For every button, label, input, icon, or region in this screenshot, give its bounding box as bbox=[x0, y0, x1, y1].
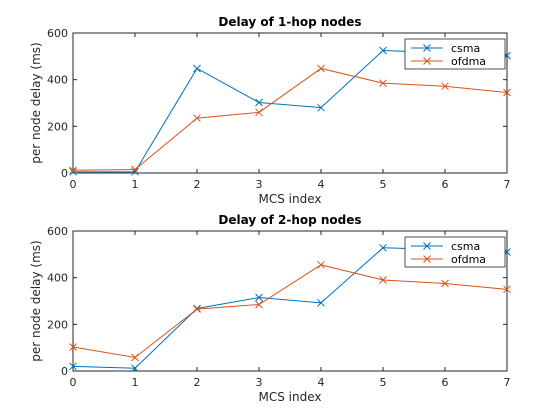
data-point-ofdma bbox=[503, 88, 511, 97]
legend-box bbox=[404, 38, 506, 70]
data-point-csma bbox=[379, 46, 387, 55]
x-tick-label: 4 bbox=[318, 376, 325, 389]
data-point-csma bbox=[255, 98, 263, 107]
data-point-csma bbox=[317, 103, 325, 112]
data-point-csma bbox=[317, 299, 325, 307]
y-tick-label: 0 bbox=[61, 365, 68, 378]
legend-label-csma: csma bbox=[451, 42, 480, 55]
data-point-ofdma bbox=[379, 276, 387, 284]
chart-title: Delay of 1-hop nodes bbox=[218, 15, 361, 29]
data-point-csma bbox=[69, 362, 77, 371]
data-point-ofdma bbox=[317, 64, 325, 73]
y-tick-label: 0 bbox=[61, 167, 68, 180]
x-tick-label: 5 bbox=[380, 376, 387, 389]
x-axis-label: MCS index bbox=[259, 192, 322, 206]
x-tick-label: 4 bbox=[318, 178, 325, 191]
data-point-ofdma bbox=[255, 300, 263, 309]
y-tick-label: 600 bbox=[47, 27, 68, 40]
plot-area bbox=[72, 32, 508, 174]
y-tick-label: 400 bbox=[47, 272, 68, 285]
chart-title: Delay of 2-hop nodes bbox=[218, 213, 361, 227]
data-point-ofdma bbox=[255, 108, 263, 117]
data-point-ofdma bbox=[317, 260, 325, 269]
data-point-csma bbox=[379, 243, 387, 252]
x-tick-label: 3 bbox=[256, 178, 263, 191]
data-point-ofdma bbox=[503, 285, 511, 294]
x-axis-label: MCS index bbox=[259, 390, 322, 404]
legend-box bbox=[404, 236, 506, 268]
data-point-ofdma bbox=[193, 114, 201, 123]
x-tick-label: 7 bbox=[504, 376, 511, 389]
x-tick-label: 2 bbox=[194, 178, 201, 191]
chart-1: 0 1 2 3 4 5 6 7 0 200 400 600 Delay of 1-hop nodes MC… bbox=[29, 15, 511, 206]
y-tick-label: 200 bbox=[47, 120, 68, 133]
legend-label-csma: csma bbox=[451, 240, 480, 253]
x-tick-label: 6 bbox=[442, 178, 449, 191]
x-tick-label: 3 bbox=[256, 376, 263, 389]
x-tick-label: 7 bbox=[504, 178, 511, 191]
legend-label-ofdma: ofdma bbox=[451, 55, 486, 68]
y-tick-label: 200 bbox=[47, 318, 68, 331]
legend-label-ofdma: ofdma bbox=[451, 253, 486, 266]
data-point-csma bbox=[193, 64, 201, 73]
series-line-ofdma bbox=[72, 67, 508, 171]
y-tick-label: 400 bbox=[47, 74, 68, 87]
plot-area bbox=[72, 230, 508, 372]
x-tick-label: 0 bbox=[70, 178, 77, 191]
y-axis-label: per node delay (ms) bbox=[29, 42, 43, 163]
y-tick-label: 600 bbox=[47, 225, 68, 238]
series-line-ofdma bbox=[72, 264, 508, 358]
data-point-ofdma bbox=[131, 353, 139, 362]
x-tick-label: 6 bbox=[442, 376, 449, 389]
chart-2: 0 1 2 3 4 5 6 7 0 200 400 600 Delay of 2-hop nodes MC… bbox=[29, 213, 511, 404]
data-point-csma bbox=[69, 167, 77, 176]
y-axis-label: per node delay (ms) bbox=[29, 240, 43, 361]
data-point-csma bbox=[131, 364, 139, 373]
data-point-ofdma bbox=[441, 279, 449, 288]
x-tick-label: 2 bbox=[194, 376, 201, 389]
x-tick-label: 1 bbox=[132, 178, 139, 191]
data-point-ofdma bbox=[193, 305, 201, 314]
data-point-ofdma bbox=[441, 82, 449, 91]
data-point-csma bbox=[255, 293, 263, 302]
x-tick-label: 0 bbox=[70, 376, 77, 389]
data-point-ofdma bbox=[69, 343, 77, 351]
data-point-ofdma bbox=[69, 166, 77, 175]
x-tick-label: 1 bbox=[132, 376, 139, 389]
data-point-ofdma bbox=[131, 165, 139, 174]
data-point-ofdma bbox=[379, 79, 387, 88]
x-tick-label: 5 bbox=[380, 178, 387, 191]
